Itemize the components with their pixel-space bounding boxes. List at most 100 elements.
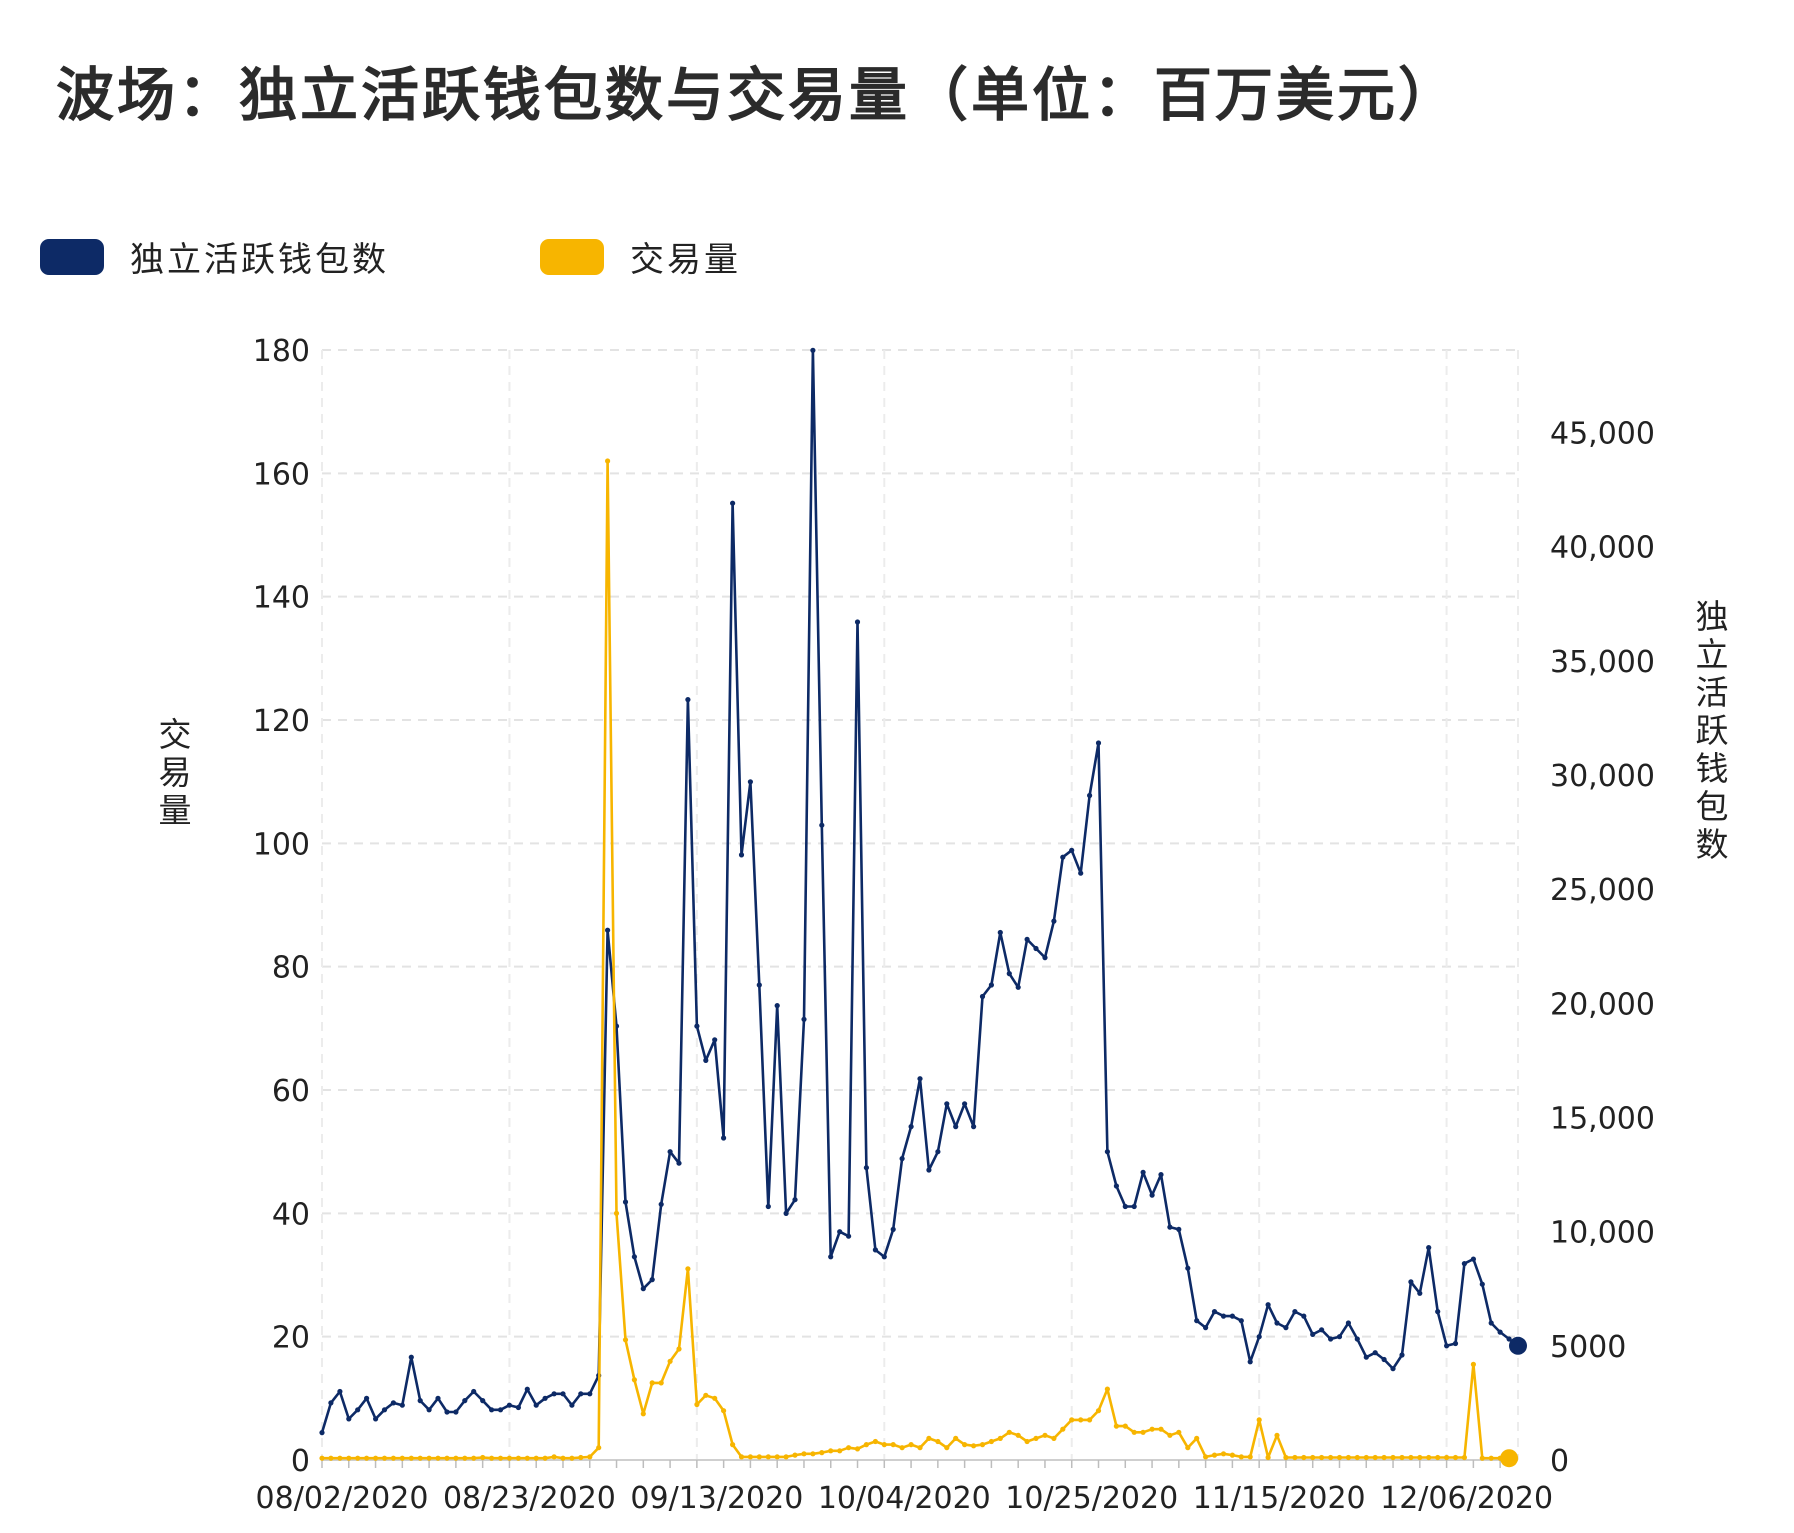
data-point [1015,984,1021,990]
data-point [1104,1149,1110,1155]
data-point [569,1402,575,1408]
data-point [1006,971,1012,977]
y-right-tick-label: 15,000 [1550,1101,1655,1136]
data-point [489,1407,495,1413]
data-point [917,1445,923,1451]
data-point [828,1448,834,1454]
data-point [712,1395,718,1401]
data-point [622,1337,629,1343]
data-point [1381,1356,1387,1363]
data-point [1185,1445,1191,1451]
data-point [1328,1454,1334,1461]
data-point [1060,854,1066,860]
data-point [1256,1417,1262,1423]
data-point [1149,1192,1155,1198]
data-point [1336,1454,1343,1461]
data-point [435,1395,441,1401]
data-point [926,1167,932,1173]
data-point [747,1454,754,1460]
data-point [1220,1313,1227,1319]
data-point [319,1455,325,1461]
data-point [542,1395,548,1401]
data-point [765,1203,771,1210]
data-point [1301,1313,1307,1319]
data-point [694,1401,700,1408]
data-point [1408,1454,1414,1461]
data-point [1113,1183,1119,1189]
legend-swatch-wallets [40,238,104,275]
data-point [774,1454,780,1460]
data-point [1194,1318,1200,1324]
data-point [819,1450,825,1456]
data-point [1426,1245,1432,1251]
y-left-tick-label: 100 [253,827,310,862]
legend-item-wallets[interactable]: 独立活跃钱包数 [40,232,389,281]
data-point [1435,1309,1441,1315]
data-point [810,347,816,353]
data-point [1122,1423,1128,1429]
y-left-tick-label: 160 [253,457,310,492]
data-point [1185,1265,1191,1271]
data-point [810,1451,816,1457]
data-point [908,1442,914,1448]
data-point [997,929,1003,936]
y-right-tick-label: 40,000 [1550,531,1655,566]
data-point [1051,1435,1057,1441]
data-point [1006,1429,1012,1435]
data-point [444,1455,450,1461]
y-left-tick-label: 60 [272,1074,310,1109]
data-point [560,1391,566,1397]
legend-item-volume[interactable]: 交易量 [540,232,741,281]
data-point [1078,870,1084,876]
data-point [1354,1454,1360,1461]
data-point [801,1016,807,1022]
data-point [1345,1320,1351,1326]
data-point [542,1455,548,1461]
x-tick-label: 10/25/2020 [1005,1481,1178,1516]
data-point [337,1388,343,1395]
data-point [1452,1454,1459,1461]
data-point [1283,1325,1289,1331]
data-point [1444,1343,1450,1349]
data-point [417,1398,423,1404]
data-point [1444,1454,1450,1461]
data-point [765,1454,771,1460]
data-point [1176,1429,1182,1435]
data-point [837,1229,843,1235]
data-point [462,1398,468,1404]
data-point [587,1454,593,1460]
data-point [551,1391,557,1397]
data-point [1104,1386,1110,1392]
data-point [854,1446,861,1452]
data-point [1292,1309,1298,1315]
svg-text:跃: 跃 [1696,711,1729,750]
data-point [935,1149,941,1155]
data-point [953,1435,959,1441]
data-point [605,927,611,933]
data-point [1238,1318,1244,1324]
data-point [828,1254,834,1260]
data-point [1087,792,1093,799]
data-point [837,1448,843,1454]
data-point [1479,1455,1485,1461]
data-point [1408,1279,1414,1285]
data-point [792,1197,798,1203]
data-point [444,1409,450,1415]
data-point [801,1451,807,1457]
data-point [1167,1432,1173,1438]
data-point [890,1442,896,1448]
data-point [881,1442,887,1448]
svg-text:量: 量 [159,791,192,830]
data-point [390,1455,396,1461]
data-point [364,1395,370,1401]
data-point [1328,1336,1334,1342]
data-point [631,1254,638,1260]
data-point [971,1443,977,1449]
data-point [1301,1454,1307,1461]
data-point [622,1199,629,1205]
data-point [346,1455,352,1461]
data-point [1015,1432,1021,1438]
data-point [631,1377,638,1383]
data-point [1390,1366,1396,1372]
data-point [1024,1438,1030,1445]
